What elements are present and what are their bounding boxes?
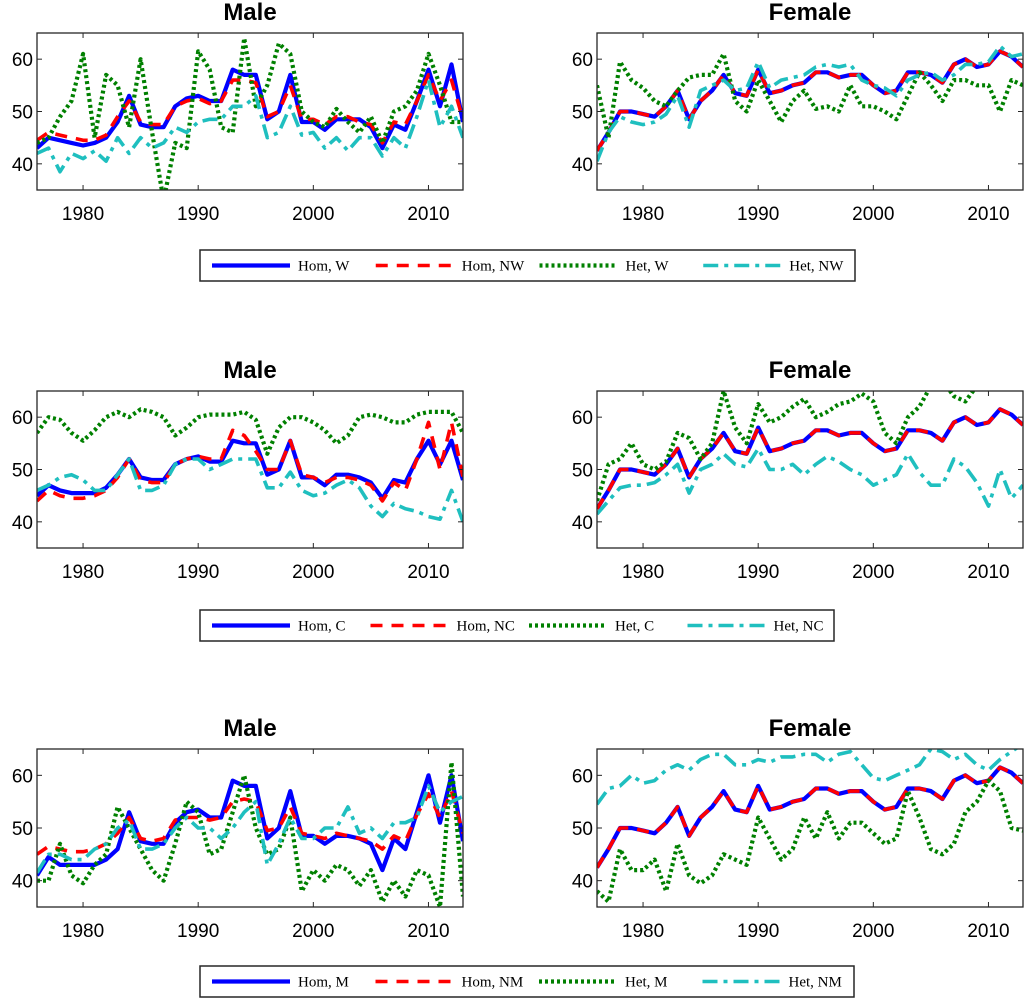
chart-panel-4: 1980 1990 2000 2010 40 50 60 Female: [572, 357, 1024, 583]
x-tick-label: 1980: [622, 921, 664, 942]
chart-title: Female: [769, 0, 852, 26]
legend-label: Het, NC: [774, 619, 824, 635]
axes-box: [36, 390, 464, 549]
y-tick-label: 60: [572, 50, 593, 71]
y-tick-label: 40: [12, 513, 33, 534]
y-tick-label: 60: [572, 408, 593, 429]
x-tick-label: 1990: [737, 204, 779, 225]
legend-label: Hom, NW: [462, 259, 525, 275]
x-tick-label: 2000: [852, 562, 894, 583]
y-tick-label: 60: [12, 408, 33, 429]
chart-panel-1: 1980 1990 2000 2010 40 50 60 Male: [12, 0, 464, 225]
series-line-hom-c: [597, 407, 1023, 510]
x-tick-label: 1980: [62, 204, 104, 225]
series-line-het-nc: [37, 457, 463, 523]
series-line-hom-nw: [597, 49, 1023, 152]
axes-box: [36, 748, 464, 908]
series-line-hom-m: [37, 773, 463, 877]
y-tick-label: 60: [12, 50, 33, 71]
legend-label: Het, C: [615, 619, 654, 635]
x-tick-label: 1990: [177, 562, 219, 583]
y-tick-label: 50: [12, 461, 33, 482]
series-line-het-c: [37, 407, 463, 456]
series-line-hom-nc: [597, 407, 1023, 510]
series-line-hom-m: [597, 765, 1023, 869]
legend-3: Hom, M Hom, NM Het, M Het, NM: [199, 965, 855, 998]
y-tick-label: 50: [572, 819, 593, 840]
legend-label: Hom, M: [298, 975, 349, 991]
chart-title: Male: [223, 0, 276, 26]
chart-panel-3: 1980 1990 2000 2010 40 50 60 Male: [12, 357, 464, 583]
series-line-het-nc: [597, 446, 1023, 516]
y-tick-label: 40: [572, 155, 593, 176]
chart-panel-5: 1980 1990 2000 2010 40 50 60 Male: [12, 715, 464, 942]
x-tick-label: 1990: [177, 921, 219, 942]
legend-label: Hom, C: [298, 619, 346, 635]
x-tick-label: 2000: [852, 204, 894, 225]
series-line-het-w: [597, 51, 1023, 140]
chart-panel-6: 1980 1990 2000 2010 40 50 60 Female: [572, 715, 1024, 942]
y-tick-label: 40: [572, 513, 593, 534]
x-tick-label: 2000: [852, 921, 894, 942]
chart-title: Male: [223, 715, 276, 742]
x-tick-label: 1990: [737, 562, 779, 583]
y-tick-label: 50: [12, 819, 33, 840]
series-line-hom-nc: [37, 420, 463, 503]
x-tick-label: 2000: [292, 204, 334, 225]
y-tick-label: 50: [572, 103, 593, 124]
legend-label: Het, NW: [789, 259, 844, 275]
legend-label: Hom, W: [298, 259, 350, 275]
series-line-het-w: [37, 36, 463, 190]
x-tick-label: 1980: [62, 562, 104, 583]
series-line-het-c: [597, 391, 976, 502]
y-tick-label: 40: [572, 872, 593, 893]
series-line-het-m: [597, 778, 1023, 904]
x-tick-label: 2000: [292, 921, 334, 942]
y-tick-label: 60: [572, 766, 593, 787]
legend-label: Het, NM: [789, 975, 842, 991]
chart-panel-2: 1980 1990 2000 2010 40 50 60 Female: [572, 0, 1024, 225]
y-tick-label: 40: [12, 155, 33, 176]
x-tick-label: 2010: [407, 562, 449, 583]
series-line-het-m: [37, 760, 463, 907]
x-tick-label: 1980: [622, 562, 664, 583]
y-tick-label: 50: [572, 461, 593, 482]
series-line-het-nm: [37, 784, 463, 874]
chart-title: Female: [769, 357, 852, 384]
y-tick-label: 50: [12, 103, 33, 124]
x-tick-label: 2010: [967, 562, 1009, 583]
legend-1: Hom, W Hom, NW Het, W Het, NW: [199, 249, 856, 282]
x-tick-label: 1990: [737, 921, 779, 942]
x-tick-label: 2000: [292, 562, 334, 583]
x-tick-label: 1980: [62, 921, 104, 942]
y-tick-label: 60: [12, 766, 33, 787]
x-tick-label: 1990: [177, 204, 219, 225]
x-tick-label: 2010: [407, 921, 449, 942]
legend-label: Het, M: [625, 975, 668, 991]
x-tick-label: 2010: [967, 204, 1009, 225]
chart-title: Female: [769, 715, 852, 742]
legend-2: Hom, C Hom, NC Het, C Het, NC: [199, 609, 835, 642]
series-line-het-nw: [37, 78, 463, 174]
x-tick-label: 1980: [622, 204, 664, 225]
legend-label: Hom, NM: [462, 975, 524, 991]
x-tick-label: 2010: [407, 204, 449, 225]
y-tick-label: 40: [12, 872, 33, 893]
series-line-hom-nm: [597, 765, 1023, 869]
legend-label: Hom, NC: [457, 619, 515, 635]
series-line-het-nw: [597, 44, 1023, 162]
legend-label: Het, W: [626, 259, 670, 275]
chart-title: Male: [223, 357, 276, 384]
x-tick-label: 2010: [967, 921, 1009, 942]
